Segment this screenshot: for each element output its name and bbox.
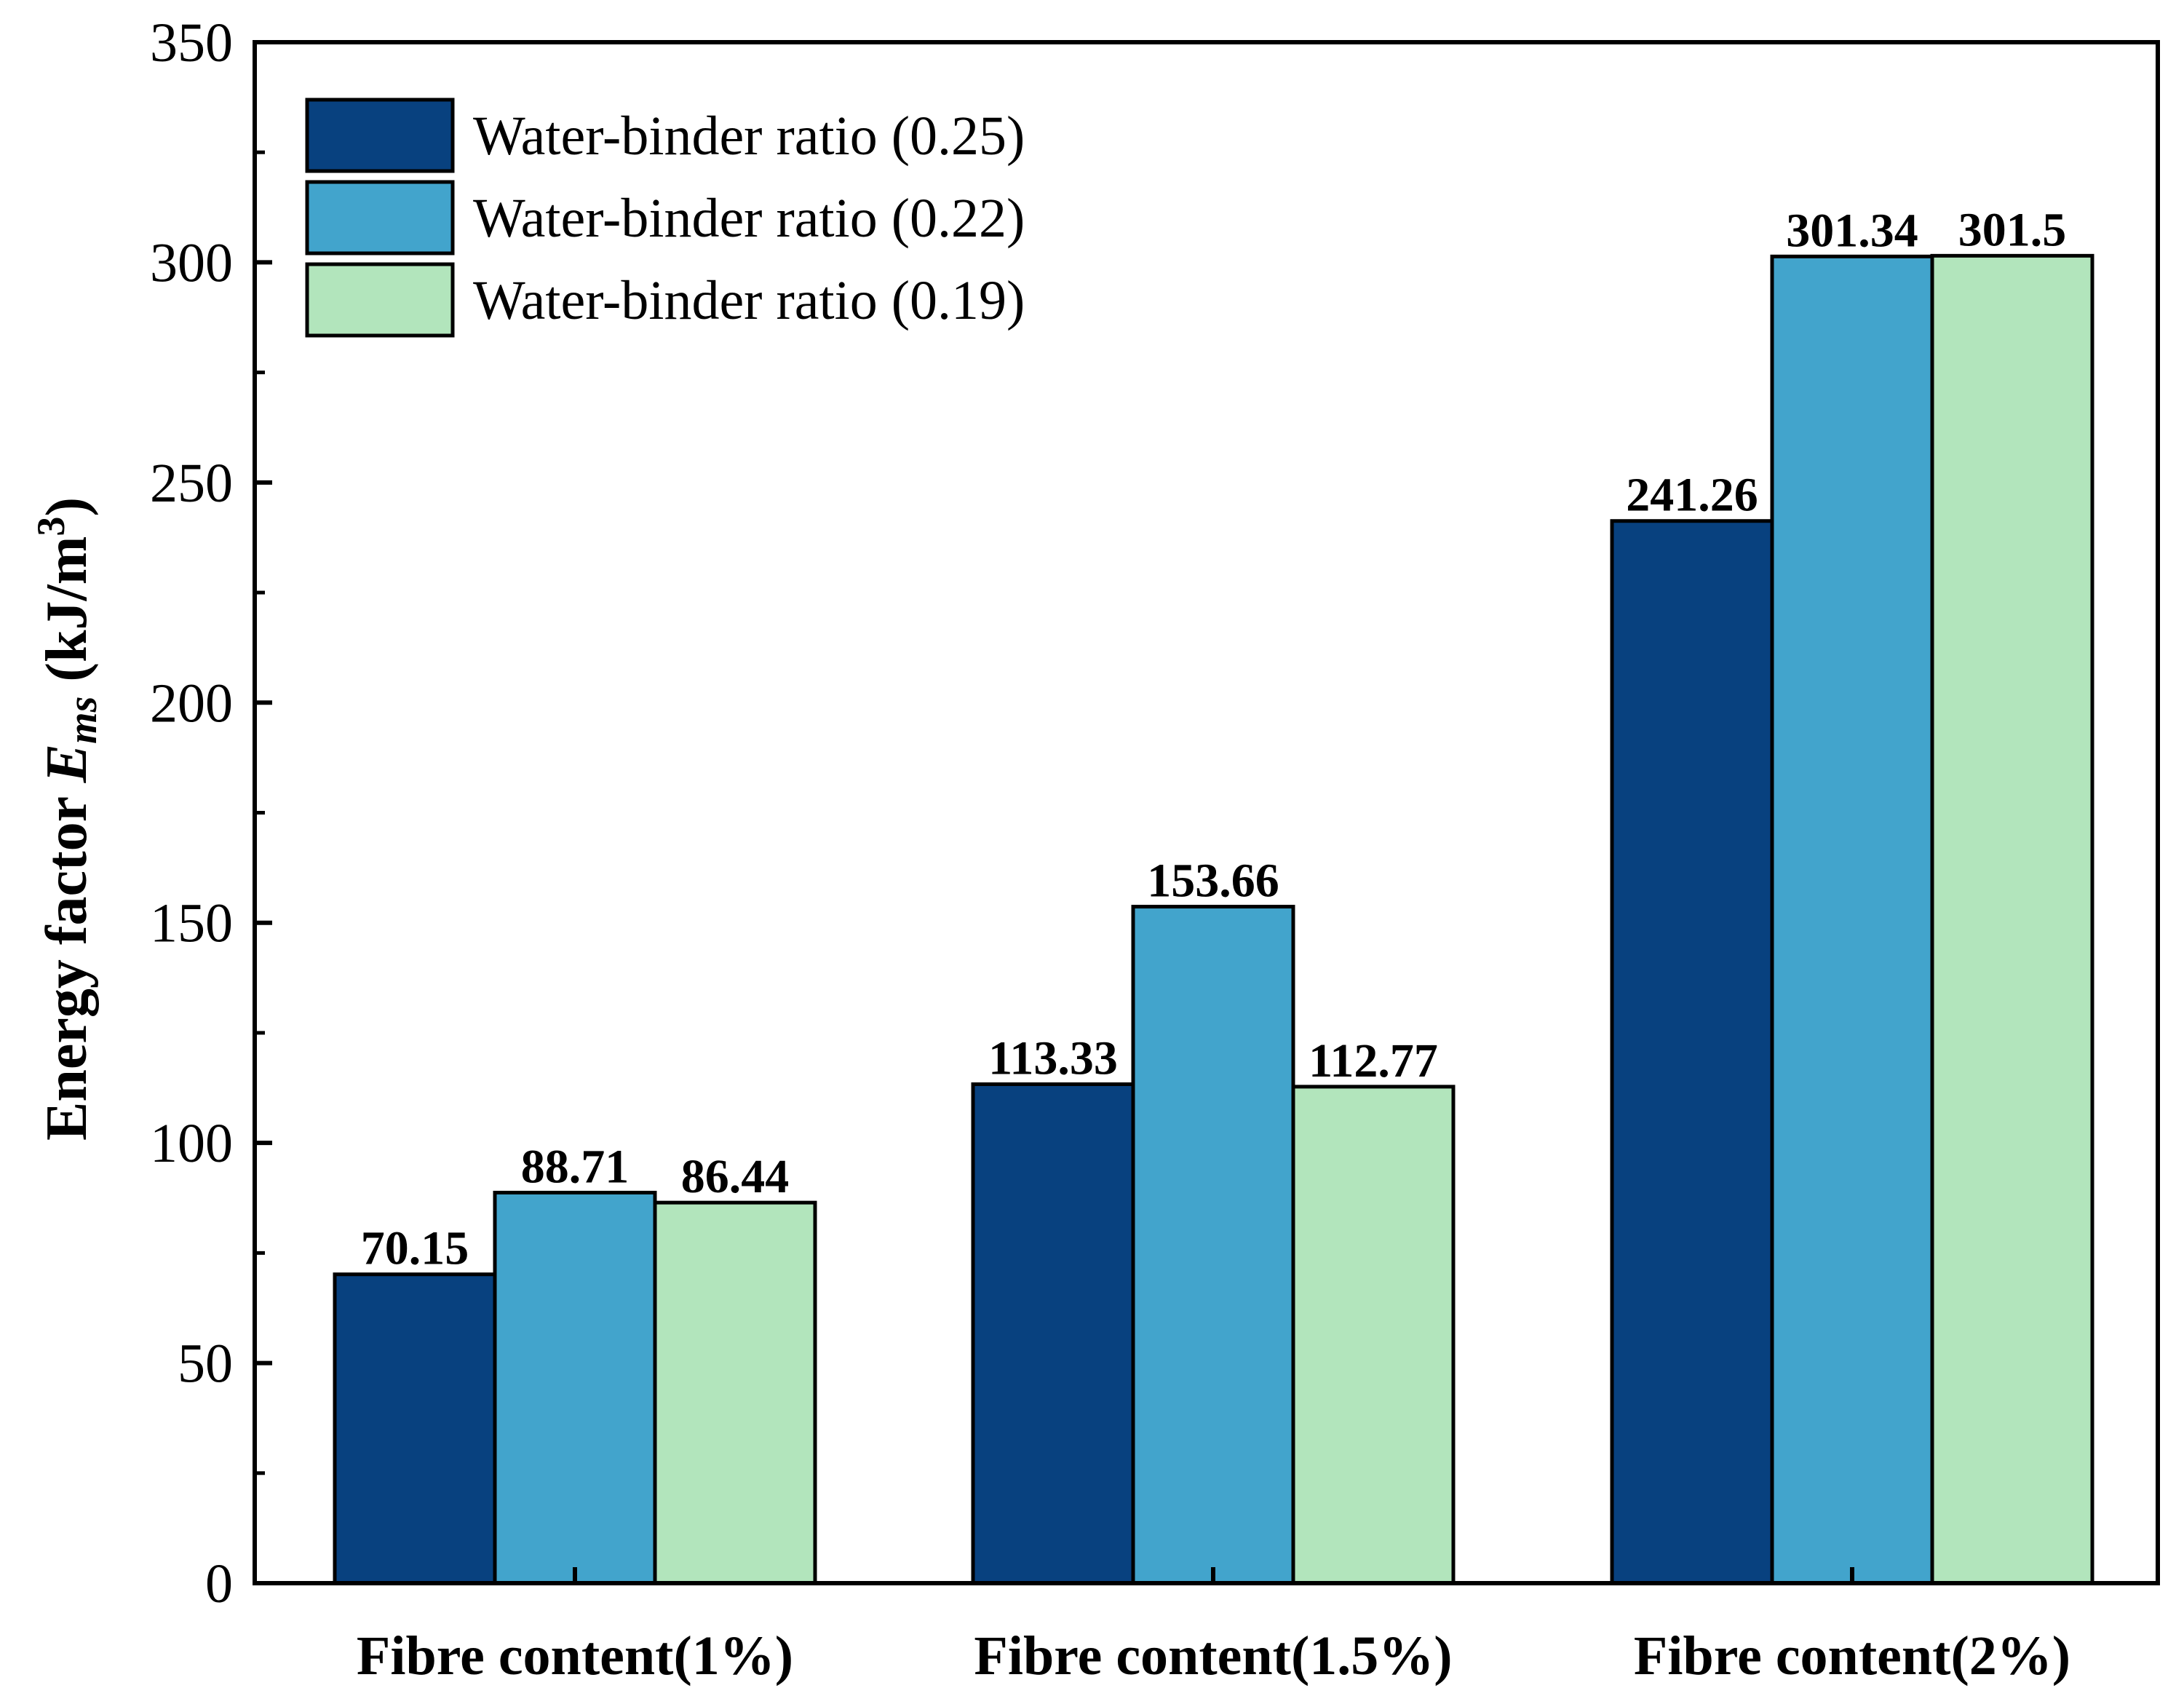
legend-label-3: Water-binder ratio (0.19) (473, 270, 1025, 331)
y-tick-label-1: 50 (178, 1334, 233, 1395)
data-label-2-1: 113.33 (988, 1032, 1118, 1085)
axes-layer: Fibre content(1%) Fibre content(1.5%) Fibr… (150, 12, 2160, 1687)
x-category-label-1: Fibre content(1%) (357, 1625, 793, 1687)
y-tick-label-3: 150 (150, 893, 233, 954)
bar-3-3 (1930, 253, 2094, 1585)
y-axis-title-unit-close: ) (35, 497, 99, 517)
data-label-2-3: 112.77 (1309, 1034, 1438, 1087)
bar-1-3 (653, 1200, 817, 1585)
y-axis-title-subscript: ms (60, 697, 106, 744)
bar-3-1 (1610, 519, 1774, 1585)
y-tick-label-2: 100 (150, 1113, 233, 1174)
data-labels-layer: 70.15 88.71 86.44 113.33 153.66 112.77 241.26 3… (361, 203, 2067, 1275)
y-axis-title-unit-sup: 3 (29, 517, 73, 536)
y-axis-title-prefix: Energy factor (35, 782, 99, 1141)
legend-swatch-1 (305, 98, 455, 173)
data-label-3-1: 241.26 (1626, 469, 1758, 522)
legend-label-2: Water-binder ratio (0.22) (473, 188, 1025, 249)
y-axis-title-symbol: E (35, 744, 99, 783)
data-label-1-2: 88.71 (521, 1140, 630, 1193)
data-label-1-1: 70.15 (361, 1222, 469, 1275)
y-tick-label-4: 200 (150, 673, 233, 734)
y-tick-label-5: 250 (150, 453, 233, 514)
legend-swatch-2 (305, 180, 455, 255)
x-category-label-3: Fibre content(2%) (1634, 1625, 2070, 1687)
bars-layer (333, 253, 2094, 1585)
y-tick-label-6: 300 (150, 232, 233, 293)
y-axis-title-unit-open: (kJ/m (35, 536, 99, 697)
y-axis-title: Energy factor Ems (kJ/m3) (29, 497, 106, 1141)
data-label-2-2: 153.66 (1147, 855, 1279, 908)
bar-1-2 (493, 1190, 657, 1585)
y-tick-label-0: 0 (205, 1553, 233, 1614)
legend: Water-binder ratio (0.25) Water-binder ra… (305, 98, 1025, 338)
data-label-3-2: 301.34 (1786, 204, 1918, 257)
legend-label-1: Water-binder ratio (0.25) (473, 106, 1025, 167)
y-tick-label-7: 350 (150, 12, 233, 74)
legend-swatch-3 (305, 262, 455, 338)
bar-2-1 (971, 1082, 1135, 1585)
data-label-1-3: 86.44 (681, 1150, 790, 1203)
bar-3-2 (1770, 254, 1934, 1585)
x-category-label-2: Fibre content(1.5%) (974, 1625, 1452, 1687)
bar-2-3 (1291, 1085, 1456, 1585)
bar-1-1 (333, 1272, 497, 1585)
data-label-3-3: 301.5 (1958, 203, 2067, 256)
bar-2-2 (1131, 905, 1295, 1585)
